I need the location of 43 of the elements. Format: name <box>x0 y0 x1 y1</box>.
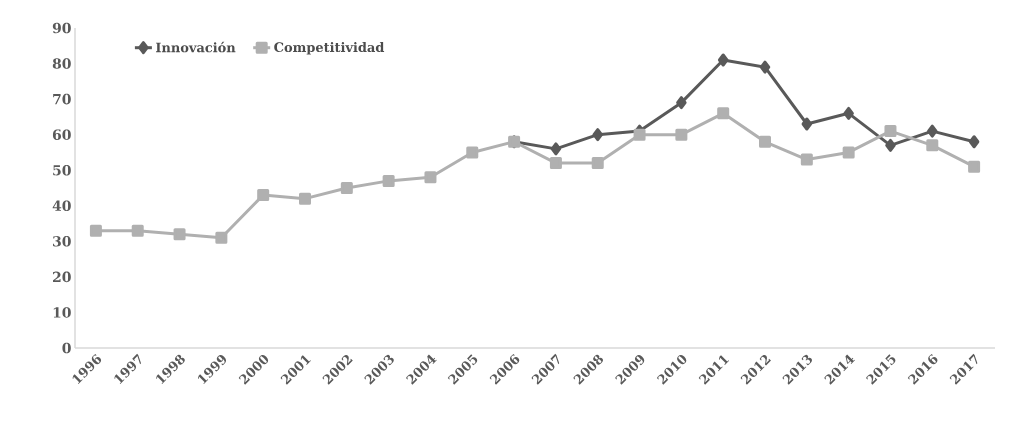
point <box>759 60 771 74</box>
point <box>717 53 729 67</box>
point <box>927 124 938 138</box>
point <box>717 107 730 120</box>
y-tick-label: 50 <box>53 164 71 176</box>
point <box>968 160 981 173</box>
point <box>592 128 603 142</box>
point <box>173 228 186 241</box>
point <box>843 106 854 120</box>
point <box>675 128 688 141</box>
y-tick-label: 80 <box>52 58 71 69</box>
point <box>382 174 395 187</box>
legend-label: Innovación <box>156 41 236 53</box>
point <box>466 146 479 159</box>
y-tick-label: 90 <box>52 22 71 34</box>
point <box>257 189 270 202</box>
y-tick-label: 0 <box>62 342 71 354</box>
legend-label: Competitividad <box>274 42 385 55</box>
point <box>131 224 144 237</box>
point <box>633 128 646 141</box>
point <box>842 146 855 159</box>
point <box>591 157 604 170</box>
point <box>759 135 772 148</box>
point <box>676 96 687 110</box>
y-tick-label: 10 <box>53 307 71 318</box>
point <box>884 125 897 138</box>
point <box>424 171 437 184</box>
y-tick-label: 40 <box>52 200 71 212</box>
point <box>89 224 102 237</box>
point <box>885 138 896 152</box>
point <box>968 135 980 149</box>
point <box>926 139 939 152</box>
y-tick-label: 30 <box>53 236 71 247</box>
point <box>549 157 562 170</box>
point <box>299 192 311 205</box>
y-tick-label: 70 <box>53 93 71 105</box>
y-tick-label: 20 <box>53 271 71 283</box>
y-tick-label: 60 <box>52 129 71 140</box>
point <box>800 153 813 166</box>
point <box>550 142 562 156</box>
point <box>215 231 228 244</box>
point <box>801 117 813 131</box>
point <box>340 182 353 194</box>
